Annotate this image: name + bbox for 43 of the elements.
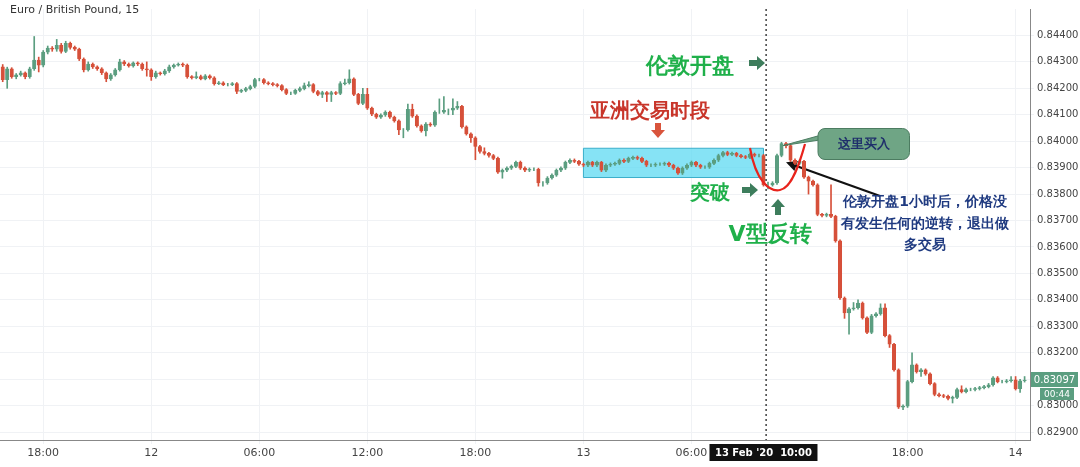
annotation: 突破 bbox=[689, 179, 731, 206]
candlestick bbox=[441, 96, 446, 114]
candlestick bbox=[144, 61, 149, 77]
text: 00:44 bbox=[1040, 387, 1074, 400]
x-tick-label: 18:00 bbox=[27, 446, 60, 460]
y-tick-label: 0.83300 bbox=[1037, 319, 1079, 331]
x-tick-label: 14 bbox=[1008, 446, 1023, 460]
y-tick-label: 0.83700 bbox=[1037, 214, 1079, 226]
y-tick-label: 0.83600 bbox=[1037, 240, 1079, 252]
x-tick-label: 06:00 bbox=[243, 446, 276, 460]
candlestick bbox=[226, 82, 229, 87]
x-tick-label: 13 bbox=[576, 446, 591, 460]
y-tick-label: 0.84100 bbox=[1037, 108, 1079, 120]
x-tick-label: 12:00 bbox=[351, 446, 384, 460]
x-tick-label: 18:00 bbox=[891, 446, 924, 460]
candlestick bbox=[32, 36, 37, 71]
y-tick-label: 0.84300 bbox=[1037, 55, 1079, 67]
y-tick-label: 0.83000 bbox=[1037, 399, 1079, 411]
y-tick-label: 0.84400 bbox=[1037, 29, 1079, 41]
y-tick-label: 0.83800 bbox=[1037, 187, 1079, 199]
candlestick bbox=[258, 77, 261, 82]
x-tick-label: 18:00 bbox=[459, 446, 492, 460]
candlestick bbox=[450, 98, 455, 116]
y-tick-label: 0.83200 bbox=[1037, 346, 1079, 358]
candlestick bbox=[847, 307, 852, 335]
y-tick-label: 0.84000 bbox=[1037, 134, 1079, 146]
annotation: V型反转 bbox=[727, 219, 813, 248]
ref-line-label: 13 Feb '20 10:00 bbox=[709, 444, 817, 461]
y-tick-label: 0.83900 bbox=[1037, 161, 1079, 173]
annotation: 这里买入 bbox=[818, 128, 910, 160]
text: 0.83097 bbox=[1031, 371, 1078, 387]
x-tick-label: 06:00 bbox=[675, 446, 708, 460]
annotation: 伦敦开盘 bbox=[644, 51, 735, 80]
x-tick-label: 12 bbox=[144, 446, 159, 460]
y-tick-label: 0.83500 bbox=[1037, 267, 1079, 279]
candlestick bbox=[289, 91, 292, 95]
annotation: 伦敦开盘1小时后，价格没有发生任何的逆转，退出做多交易 bbox=[840, 192, 1010, 255]
band-label: 亚洲交易时段 bbox=[589, 97, 711, 124]
chart-title: Euro / British Pound, 15 bbox=[10, 3, 140, 16]
y-tick-label: 0.82900 bbox=[1037, 425, 1079, 437]
y-tick-label: 0.83400 bbox=[1037, 293, 1079, 305]
candlestick bbox=[919, 368, 924, 377]
y-tick-label: 0.84200 bbox=[1037, 81, 1079, 93]
